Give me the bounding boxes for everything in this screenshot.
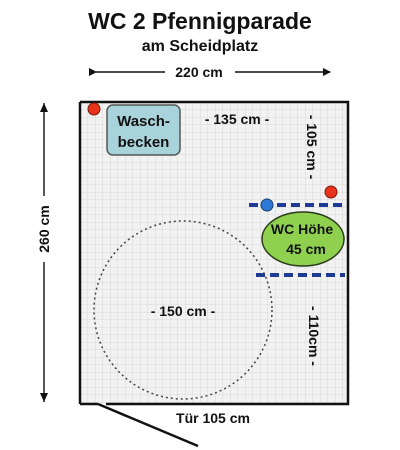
toilet-label-line2: 45 cm: [286, 241, 326, 257]
toilet: [261, 211, 345, 267]
width-label: 220 cm: [175, 64, 222, 80]
lower-right-distance-label: - 110cm -: [306, 306, 322, 366]
turning-circle: [93, 220, 273, 400]
upper-right-distance-label: - 105 cm -: [304, 115, 320, 180]
page-title: WC 2 Pfennigparade: [88, 8, 312, 34]
height-arrowhead-top: [40, 103, 48, 112]
door-label: Tür 105 cm: [176, 410, 250, 426]
blue-marker: [260, 198, 274, 212]
red-marker-top-left: [87, 102, 101, 116]
washbasin-distance-label: - 135 cm -: [205, 111, 270, 127]
height-arrowhead-bottom: [40, 393, 48, 402]
toilet-label-line1: WC Höhe: [271, 221, 333, 237]
room-walls: [78, 100, 350, 406]
door-leaf: [97, 402, 199, 448]
washbasin: [106, 104, 181, 156]
page-subtitle: am Scheidplatz: [141, 38, 259, 55]
washbasin-label-line2: becken: [118, 134, 170, 151]
turning-circle-label: - 150 cm -: [151, 303, 216, 319]
red-marker-right: [324, 185, 338, 199]
height-label: 260 cm: [36, 205, 52, 252]
washbasin-label-line1: Wasch-: [117, 113, 170, 130]
